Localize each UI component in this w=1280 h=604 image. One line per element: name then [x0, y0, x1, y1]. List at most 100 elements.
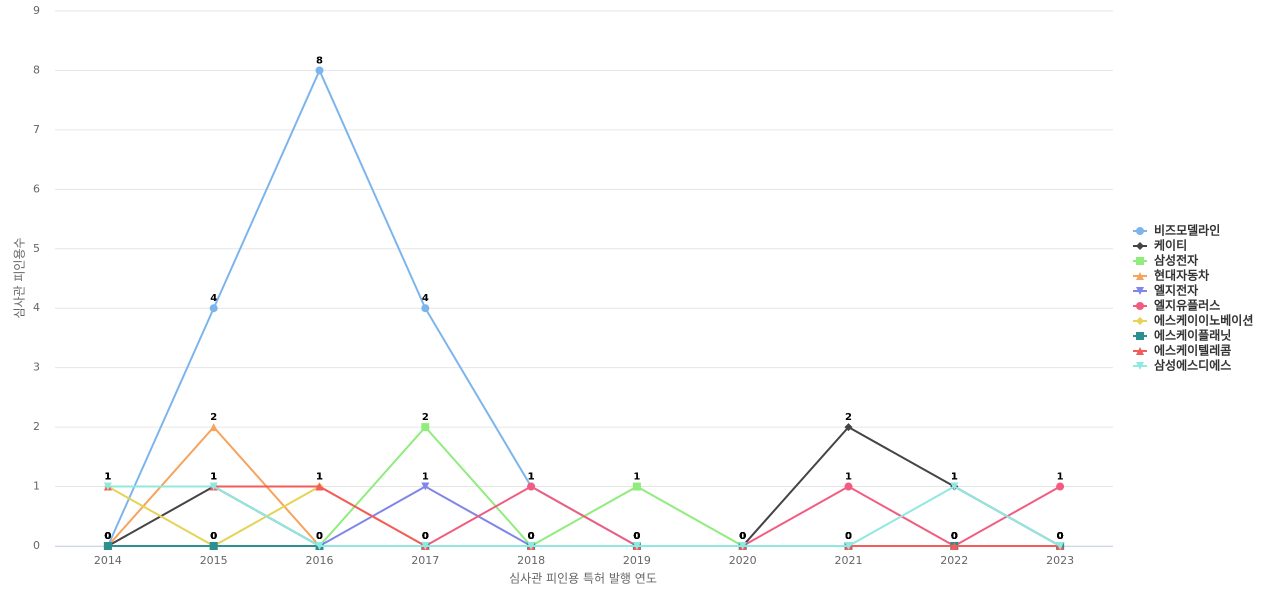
data-label: 0 [951, 531, 958, 542]
data-label: 0 [1057, 531, 1064, 542]
data-label: 0 [845, 531, 852, 542]
data-label: 1 [951, 472, 958, 483]
data-label: 0 [210, 531, 217, 542]
data-label: 0 [633, 531, 640, 542]
legend-marker [1136, 272, 1144, 280]
data-label: 0 [633, 531, 640, 542]
data-label: 0 [316, 531, 323, 542]
point [844, 542, 853, 550]
data-label: 0 [528, 531, 535, 542]
legend-label[interactable]: 에스케이플래닛 [1154, 328, 1231, 343]
data-label: 0 [528, 531, 535, 542]
data-label: 1 [210, 472, 217, 483]
data-label: 0 [104, 531, 111, 542]
data-label: 0 [951, 531, 958, 542]
legend-label[interactable]: 삼성에스디에스 [1154, 358, 1231, 373]
data-label: 0 [316, 531, 323, 542]
legend-marker [1136, 347, 1144, 355]
point [950, 482, 959, 491]
x-tick-label: 2014 [94, 554, 122, 567]
x-tick-label: 2023 [1046, 554, 1074, 567]
x-tick-label: 2017 [411, 554, 439, 567]
point [527, 542, 536, 550]
data-label: 0 [104, 531, 111, 542]
data-label: 0 [739, 531, 746, 542]
data-label: 0 [633, 531, 640, 542]
data-label: 0 [1057, 531, 1064, 542]
data-label: 8 [316, 55, 323, 66]
data-label: 0 [1057, 531, 1064, 542]
data-label: 0 [739, 531, 746, 542]
data-label: 1 [528, 472, 535, 483]
point [103, 482, 112, 491]
data-label: 1 [528, 472, 535, 483]
data-label: 0 [210, 531, 217, 542]
legend-label[interactable]: 엘지유플러스 [1154, 298, 1220, 313]
data-label: 0 [951, 531, 958, 542]
data-label: 0 [104, 531, 111, 542]
series-line [107, 485, 1061, 548]
data-label: 0 [845, 531, 852, 542]
data-label: 0 [528, 531, 535, 542]
data-label: 0 [633, 531, 640, 542]
data-label: 0 [739, 531, 746, 542]
point [632, 542, 641, 550]
y-tick-label: 3 [33, 361, 40, 374]
data-label: 0 [104, 531, 111, 542]
x-tick-label: 2020 [729, 554, 757, 567]
y-tick-label: 1 [33, 480, 40, 493]
data-label: 0 [104, 531, 111, 542]
point [315, 542, 324, 550]
data-label: 0 [528, 531, 535, 542]
data-label: 1 [422, 472, 429, 483]
point [421, 423, 430, 432]
legend-label[interactable]: 에스케이텔레콤 [1154, 343, 1231, 358]
legend-marker [1136, 317, 1144, 325]
legend-label[interactable]: 비즈모델라인 [1154, 223, 1220, 238]
point [103, 542, 112, 550]
data-label: 1 [104, 472, 111, 483]
data-label: 1 [316, 472, 323, 483]
data-label: 0 [951, 531, 958, 542]
data-label: 0 [210, 531, 217, 542]
data-label: 0 [422, 531, 429, 542]
legend-marker [1136, 287, 1144, 295]
data-label: 0 [845, 531, 852, 542]
legend-label[interactable]: 케이티 [1154, 238, 1187, 253]
data-label: 0 [422, 531, 429, 542]
point [209, 482, 218, 491]
data-label: 0 [422, 531, 429, 542]
data-label: 1 [210, 472, 217, 483]
legend-label[interactable]: 엘지전자 [1154, 283, 1198, 298]
legend-label[interactable]: 삼성전자 [1154, 253, 1198, 268]
point [209, 542, 218, 550]
data-label: 0 [951, 531, 958, 542]
point [421, 482, 430, 491]
series-line [107, 485, 1061, 547]
data-label: 0 [845, 531, 852, 542]
data-label: 0 [633, 531, 640, 542]
legend-marker [1136, 257, 1144, 265]
data-label: 2 [210, 412, 217, 423]
legend-label[interactable]: 현대자동차 [1154, 268, 1209, 283]
data-label: 4 [210, 293, 217, 304]
data-label: 1 [1057, 472, 1064, 483]
point [527, 482, 536, 491]
point [1056, 542, 1065, 550]
point [421, 304, 430, 313]
data-label: 0 [633, 531, 640, 542]
data-label: 0 [739, 531, 746, 542]
legend-marker [1136, 242, 1144, 250]
data-label: 1 [210, 472, 217, 483]
x-tick-label: 2019 [623, 554, 651, 567]
data-label: 0 [422, 531, 429, 542]
data-label: 1 [104, 472, 111, 483]
data-label: 0 [1057, 531, 1064, 542]
data-label: 0 [528, 531, 535, 542]
legend-label[interactable]: 에스케이이노베이션 [1154, 313, 1253, 328]
data-label: 0 [845, 531, 852, 542]
data-label: 2 [845, 412, 852, 423]
data-label: 0 [951, 531, 958, 542]
